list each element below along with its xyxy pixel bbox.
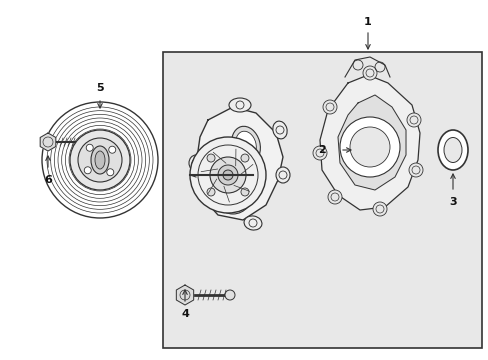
Ellipse shape	[272, 121, 286, 139]
Polygon shape	[176, 285, 193, 305]
Circle shape	[42, 102, 158, 218]
Circle shape	[362, 66, 376, 80]
Bar	[163, 52, 481, 348]
Ellipse shape	[235, 131, 256, 159]
Text: 3: 3	[448, 197, 456, 207]
Circle shape	[241, 188, 248, 196]
Polygon shape	[337, 95, 405, 190]
Ellipse shape	[189, 155, 203, 171]
Circle shape	[339, 117, 399, 177]
Ellipse shape	[212, 166, 253, 214]
Circle shape	[86, 144, 93, 151]
Ellipse shape	[228, 98, 250, 112]
Circle shape	[70, 130, 130, 190]
Circle shape	[78, 138, 122, 182]
Circle shape	[372, 202, 386, 216]
Text: 5: 5	[96, 83, 103, 93]
Circle shape	[106, 169, 114, 176]
Text: 4: 4	[181, 309, 188, 319]
Circle shape	[209, 157, 245, 193]
Circle shape	[323, 100, 336, 114]
Ellipse shape	[437, 130, 467, 170]
Ellipse shape	[443, 138, 461, 162]
Text: 6: 6	[44, 175, 52, 185]
Text: 2: 2	[318, 145, 325, 155]
Circle shape	[108, 146, 116, 153]
Circle shape	[190, 137, 265, 213]
Circle shape	[349, 127, 389, 167]
Circle shape	[206, 154, 215, 162]
Ellipse shape	[231, 126, 260, 164]
Circle shape	[218, 165, 238, 185]
Polygon shape	[40, 133, 56, 151]
Ellipse shape	[244, 216, 262, 230]
Polygon shape	[319, 75, 419, 210]
Circle shape	[327, 190, 341, 204]
Text: 1: 1	[364, 17, 371, 27]
Ellipse shape	[91, 146, 109, 174]
Ellipse shape	[95, 151, 105, 169]
Circle shape	[406, 113, 420, 127]
Circle shape	[312, 146, 326, 160]
Circle shape	[408, 163, 422, 177]
Ellipse shape	[275, 167, 289, 183]
Circle shape	[224, 290, 235, 300]
Circle shape	[241, 154, 248, 162]
Polygon shape	[196, 107, 283, 220]
Circle shape	[84, 167, 91, 174]
Circle shape	[223, 170, 232, 180]
Circle shape	[206, 188, 215, 196]
